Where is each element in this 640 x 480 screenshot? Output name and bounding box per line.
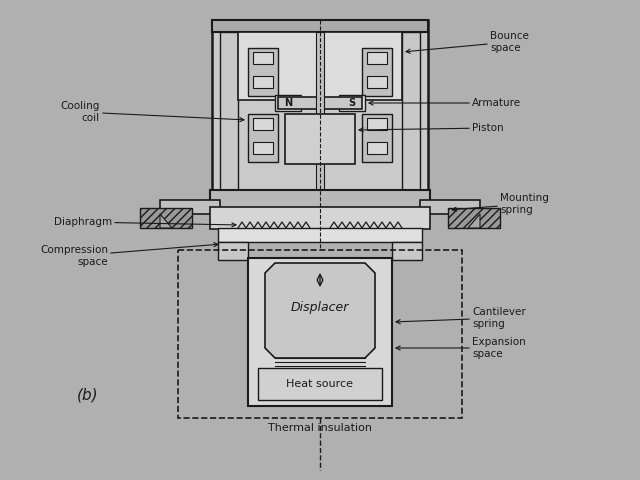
Text: Piston: Piston — [359, 123, 504, 133]
Bar — [362, 114, 392, 162]
Bar — [367, 52, 387, 64]
Bar — [238, 32, 402, 100]
Text: Expansion
space: Expansion space — [396, 337, 525, 359]
Text: Mounting
spring: Mounting spring — [452, 193, 549, 215]
Bar — [248, 48, 278, 96]
Bar — [420, 200, 480, 214]
Text: Cooling
coil: Cooling coil — [61, 101, 244, 123]
Bar — [316, 32, 324, 207]
Text: Compression
space: Compression space — [40, 242, 218, 267]
Polygon shape — [265, 263, 375, 358]
Bar — [402, 32, 420, 204]
Bar — [140, 208, 192, 228]
Text: Displacer: Displacer — [291, 301, 349, 314]
Text: Bounce
space: Bounce space — [406, 31, 529, 53]
Bar — [218, 228, 422, 242]
Bar — [367, 118, 387, 130]
Text: Diaphragm: Diaphragm — [54, 217, 236, 227]
Polygon shape — [468, 214, 480, 228]
Text: N: N — [284, 98, 292, 108]
Bar — [448, 208, 500, 228]
Bar — [367, 142, 387, 154]
Bar — [367, 76, 387, 88]
Bar — [160, 200, 220, 214]
Bar — [212, 20, 428, 32]
Bar — [339, 95, 365, 111]
Bar — [258, 368, 382, 400]
Polygon shape — [160, 214, 172, 228]
Bar — [285, 114, 355, 164]
Polygon shape — [392, 242, 422, 260]
Text: S: S — [348, 98, 356, 108]
Bar — [253, 52, 273, 64]
Text: (b): (b) — [77, 387, 99, 403]
Bar — [210, 207, 430, 229]
Bar — [253, 76, 273, 88]
Text: Armature: Armature — [369, 98, 521, 108]
Bar — [220, 32, 238, 204]
Bar — [210, 190, 430, 208]
Bar — [275, 95, 301, 111]
Text: Heat source: Heat source — [287, 379, 353, 389]
Text: Thermal insulation: Thermal insulation — [268, 423, 372, 433]
Bar — [253, 142, 273, 154]
Bar — [248, 258, 392, 406]
Bar — [253, 118, 273, 130]
Bar — [362, 48, 392, 96]
Bar — [248, 114, 278, 162]
Bar — [278, 97, 362, 109]
Polygon shape — [218, 242, 248, 260]
Text: Cantilever
spring: Cantilever spring — [396, 307, 525, 329]
Bar — [212, 20, 428, 210]
